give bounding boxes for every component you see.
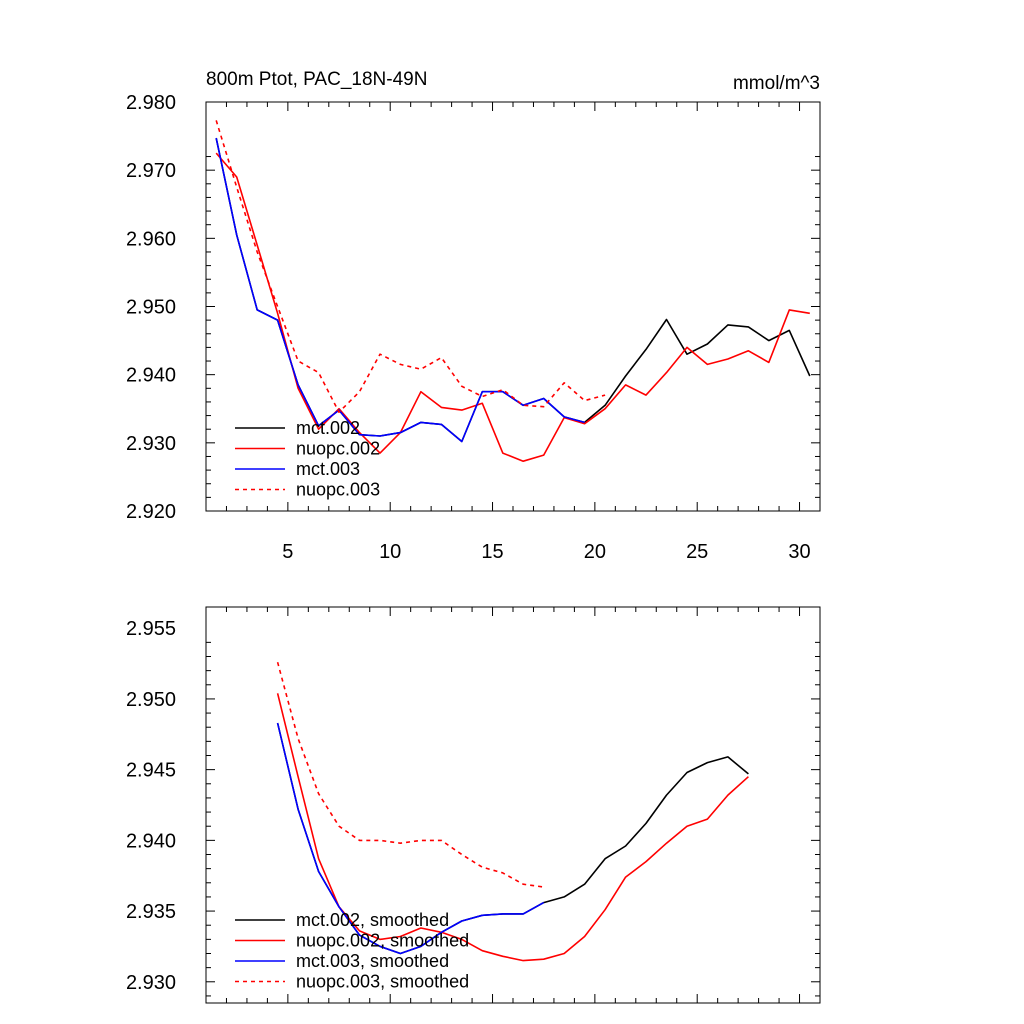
series-line [276,693,749,962]
x-tick-label: 25 [686,541,708,563]
series-line [215,120,606,414]
y-tick-label: 2.920 [126,501,176,523]
series-line [215,137,811,443]
x-tick-label: 20 [584,541,606,563]
y-tick-label: 2.930 [126,972,176,994]
legend-label: nuopc.003, smoothed [296,972,469,992]
y-tick-label: 2.970 [126,160,176,182]
y-tick-label: 2.980 [126,92,176,114]
x-tick-label: 10 [379,541,401,563]
legend-label: mct.002 [296,418,360,438]
y-tick-label: 2.940 [126,830,176,852]
series-line [215,152,810,463]
top-panel: 5 10 15 20 25 30 2.920 2.930 2.940 2.950 2.960 2.97… [126,69,821,563]
y-tick-label: 2.955 [126,618,176,640]
y-tick-label: 2.960 [126,228,176,250]
series-line [276,661,544,888]
legend-label: mct.002, smoothed [296,910,449,930]
y-tick-label: 2.930 [126,433,176,455]
chart-title: 800m Ptot, PAC_18N-49N [206,69,427,90]
y-tick-label: 2.945 [126,760,176,782]
x-tick-label: 15 [481,541,503,563]
y-tick-label: 2.950 [126,689,176,711]
legend-label: nuopc.002 [296,439,380,459]
y-tick-label: 2.940 [126,365,176,387]
series-line [276,722,545,955]
y-tick-label: 2.935 [126,901,176,923]
series-line [215,137,585,443]
legend-label: mct.003 [296,459,360,479]
legend-label: nuopc.003 [296,480,380,500]
x-tick-label: 5 [282,541,293,563]
units-label: mmol/m^3 [733,73,820,94]
y-tick-label: 2.950 [126,297,176,319]
bottom-panel: 2.930 2.935 2.940 2.945 2.950 2.955 mct.002, s… [126,606,821,1004]
legend-label: nuopc.002, smoothed [296,931,469,951]
legend-label: mct.003, smoothed [296,951,449,971]
x-tick-label: 30 [788,541,810,563]
